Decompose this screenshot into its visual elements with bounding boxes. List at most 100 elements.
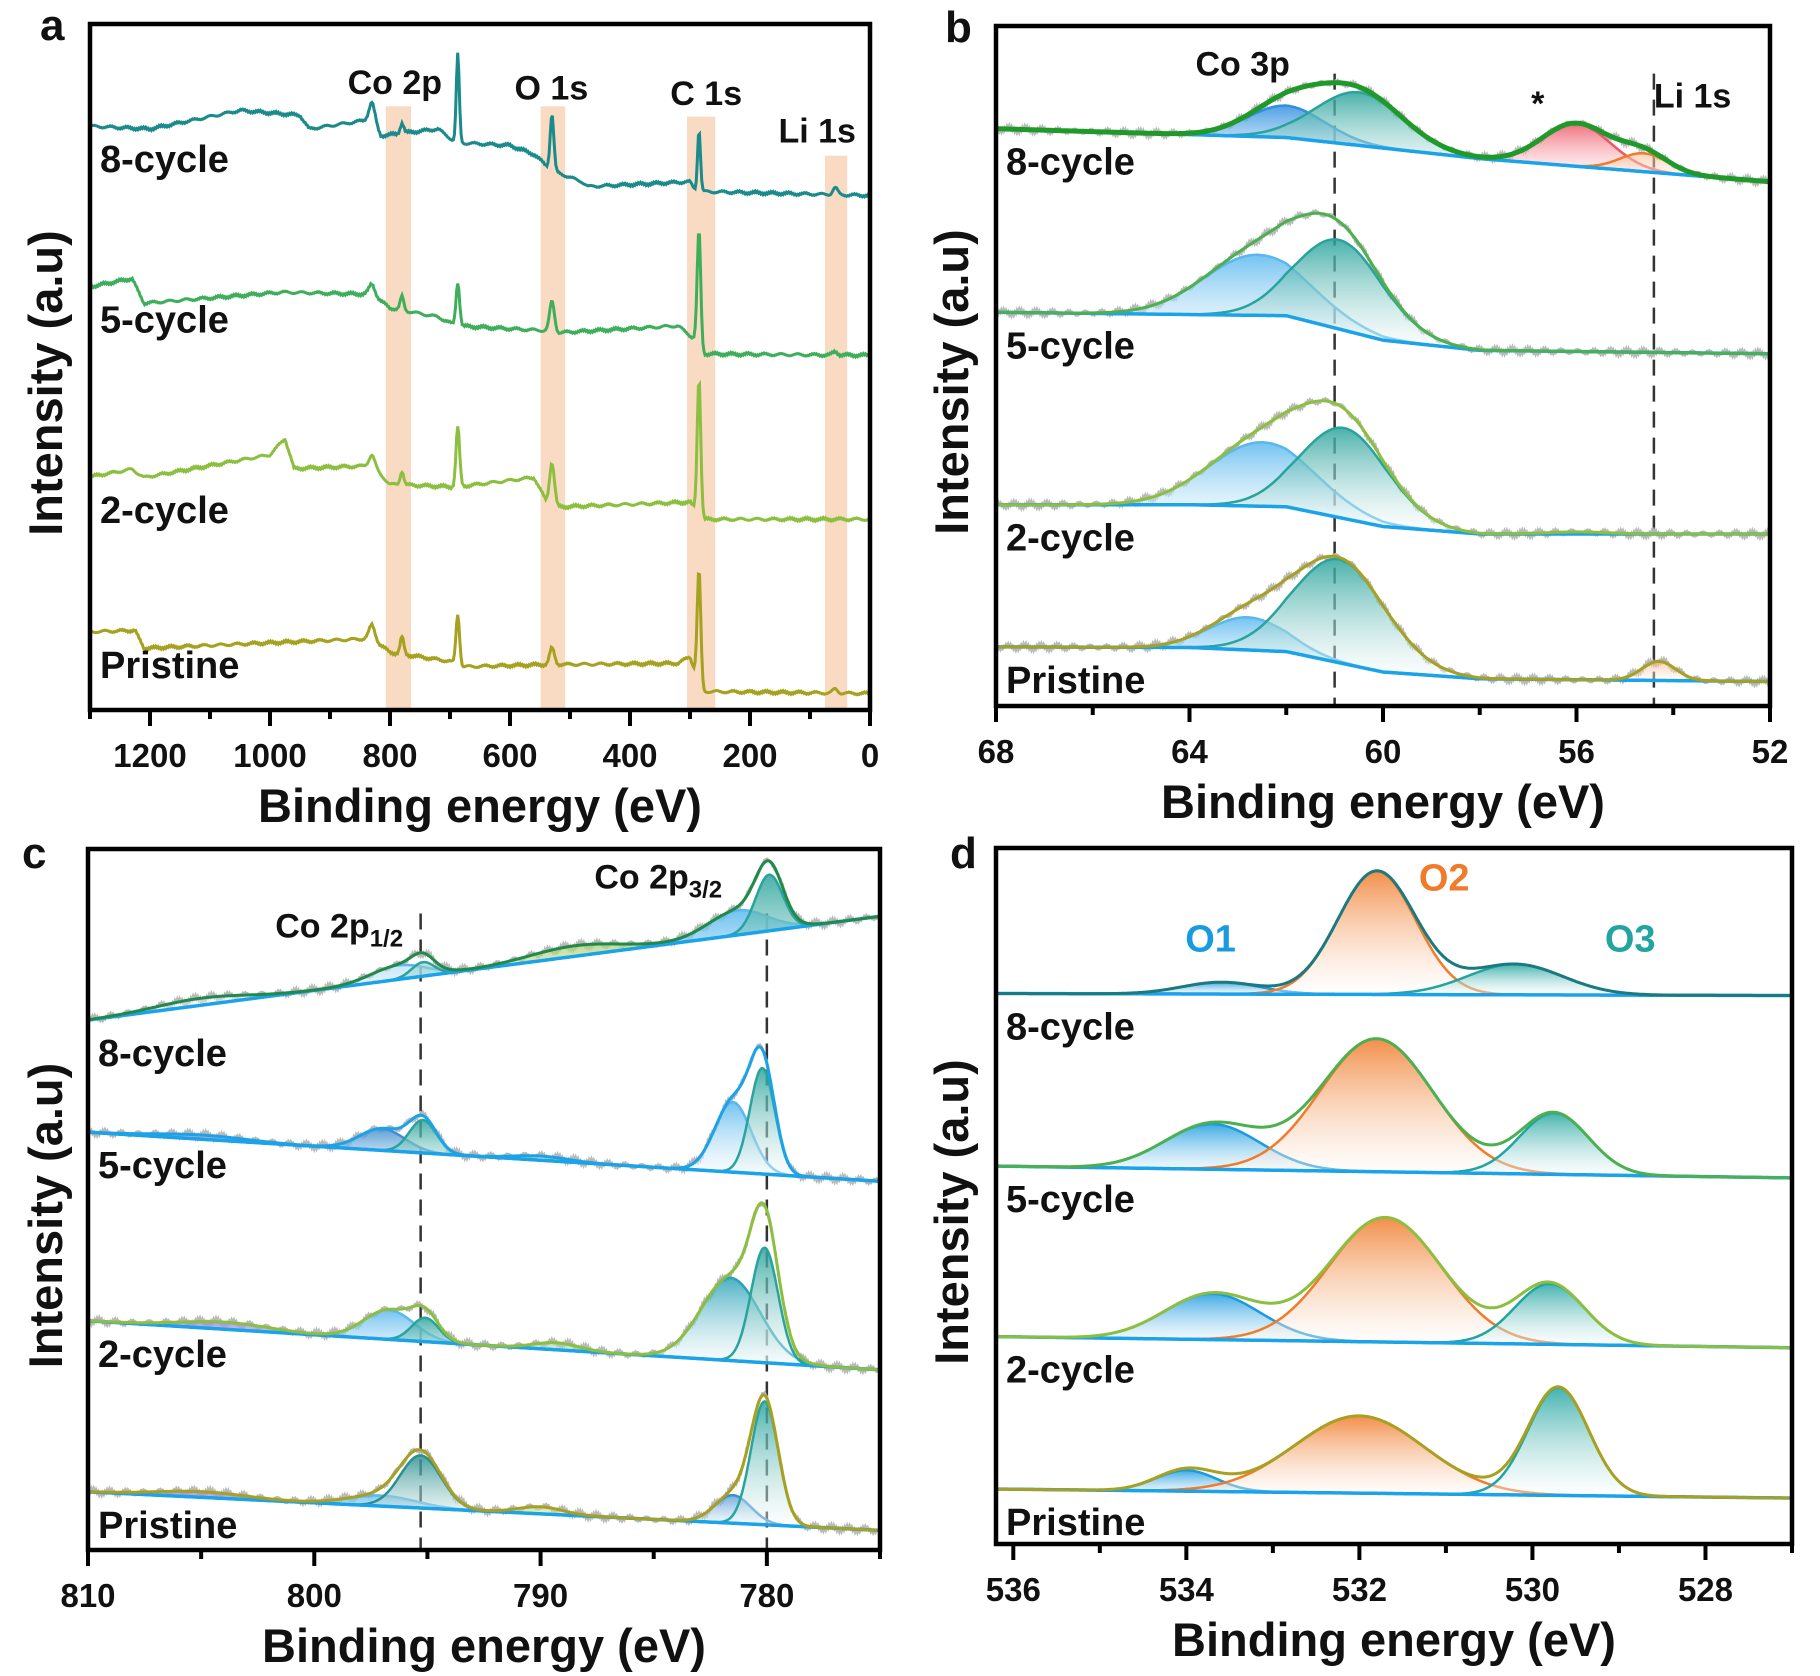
x-axis-title: Binding energy (eV) [1161,775,1605,828]
spectrum-label: 8-cycle [1006,1006,1135,1048]
spectrum-label: Pristine [98,1505,237,1547]
fit-component-area [996,559,1770,682]
fit-component-area [996,1217,1792,1348]
fit-component-area [996,427,1770,534]
spectrum-pristine [89,571,872,697]
envelope-line [996,80,1771,185]
annotation: O1 [1185,919,1236,961]
x-tick-label: 532 [1332,1571,1387,1608]
spectrum-label: 5-cycle [98,1145,227,1187]
spectrum-5-cycle [994,208,1772,361]
highlight-band [825,155,848,710]
envelope-line [87,1201,880,1372]
spectrum-8-cycle [89,52,872,199]
annotation: Co 3p [1195,46,1289,84]
fit-component-area [996,1124,1792,1178]
fit-component-area [88,1491,880,1531]
y-axis-title: Intensity (a.u) [925,229,978,535]
x-tick-label: 530 [1505,1571,1560,1608]
x-tick-label: 528 [1678,1571,1733,1608]
highlight-band [540,106,566,710]
spectrum-label: 2-cycle [1006,1350,1135,1392]
fit-component-area [996,239,1770,354]
spectrum-2-cycle [994,396,1772,542]
x-tick-label: 68 [978,733,1015,770]
spectrum-5-cycle [996,1037,1792,1180]
envelope-line [996,554,1770,683]
spectrum-label: Pristine [1006,660,1145,702]
panel-letter: c [22,829,46,878]
annotation-text: O1 [1185,919,1236,961]
spectrum-pristine [995,552,1772,689]
spectrum-label: 2-cycle [98,1334,227,1376]
x-tick-label: 800 [362,737,417,774]
envelope-line [87,1045,881,1183]
x-tick-label: 800 [287,1577,342,1614]
y-axis-title: Intensity (a.u) [19,1063,72,1369]
x-tick-label: 1200 [113,737,186,774]
panel-letter: b [945,3,972,52]
envelope-line [996,869,1793,998]
plot-frame [87,21,873,713]
spectrum-label: 2-cycle [1006,518,1135,560]
panel-letter: a [40,1,65,50]
annotation: Co 2p1/2 [275,907,403,952]
x-tick-label: 400 [602,737,657,774]
annotation-text: Li 1s [1654,78,1731,116]
x-tick-label: 200 [722,737,777,774]
envelope-line [996,399,1770,536]
spectrum-label: 8-cycle [100,139,229,181]
spectrum-label: 5-cycle [1006,325,1135,367]
plot-frame [85,846,883,1553]
fit-component-area [996,871,1792,996]
highlight-band [385,106,411,710]
spectrum-label: 8-cycle [98,1033,227,1075]
spectrum-label: 5-cycle [100,300,229,342]
annotation-text: Co 3p [1195,46,1289,84]
spectrum-label: Pristine [100,645,239,687]
fit-component-area [996,1415,1792,1499]
annotation: * [1531,85,1545,123]
spectrum-label: 8-cycle [1006,142,1135,184]
y-axis-title: Intensity (a.u) [19,230,72,536]
annotation-text: * [1531,85,1545,123]
x-tick-label: 536 [986,1571,1041,1608]
fit-component-area [996,123,1770,182]
annotation-subscript: 3/2 [689,876,722,903]
x-tick-label: 534 [1159,1571,1215,1608]
peak-label: C 1s [670,75,742,113]
x-tick-label: 780 [739,1577,794,1614]
fit-component-area [996,1113,1792,1178]
fit-component-area [996,1387,1792,1499]
spectrum-8-cycle [996,869,1793,998]
spectrum-label: 5-cycle [1006,1179,1135,1221]
x-tick-label: 1000 [233,737,306,774]
annotation-text: O3 [1605,919,1656,961]
peak-label: Li 1s [778,113,855,151]
panel-b: 8-cycle 5-cycle 2-cycle Pristine Co 3p * Li 1s… [925,3,1788,828]
x-axis-title: Binding energy (eV) [1172,1613,1616,1666]
annotation-text: O2 [1419,857,1470,899]
spectrum-line [88,233,871,360]
annotation: O2 [1419,857,1470,899]
envelope-line [996,211,1771,356]
fit-component-area [996,92,1770,182]
annotation-subscript: 1/2 [370,925,403,952]
spectrum-2-cycle [86,1201,881,1376]
spectrum-8-cycle [994,78,1772,189]
x-tick-label: 790 [513,1577,568,1614]
spectrum-line [89,379,871,524]
plot-frame [993,845,1795,1547]
envelope-line [87,859,881,1022]
x-axis-title: Binding energy (eV) [258,779,702,832]
envelope-line [996,1037,1792,1180]
spectrum-2-cycle [89,379,871,524]
fit-component-area [88,1102,880,1182]
spectrum-label: 2-cycle [100,490,229,532]
envelope-line [88,1393,881,1532]
spectrum-8-cycle [86,857,881,1025]
envelope-line [996,1385,1792,1500]
x-tick-label: 52 [1752,733,1789,770]
